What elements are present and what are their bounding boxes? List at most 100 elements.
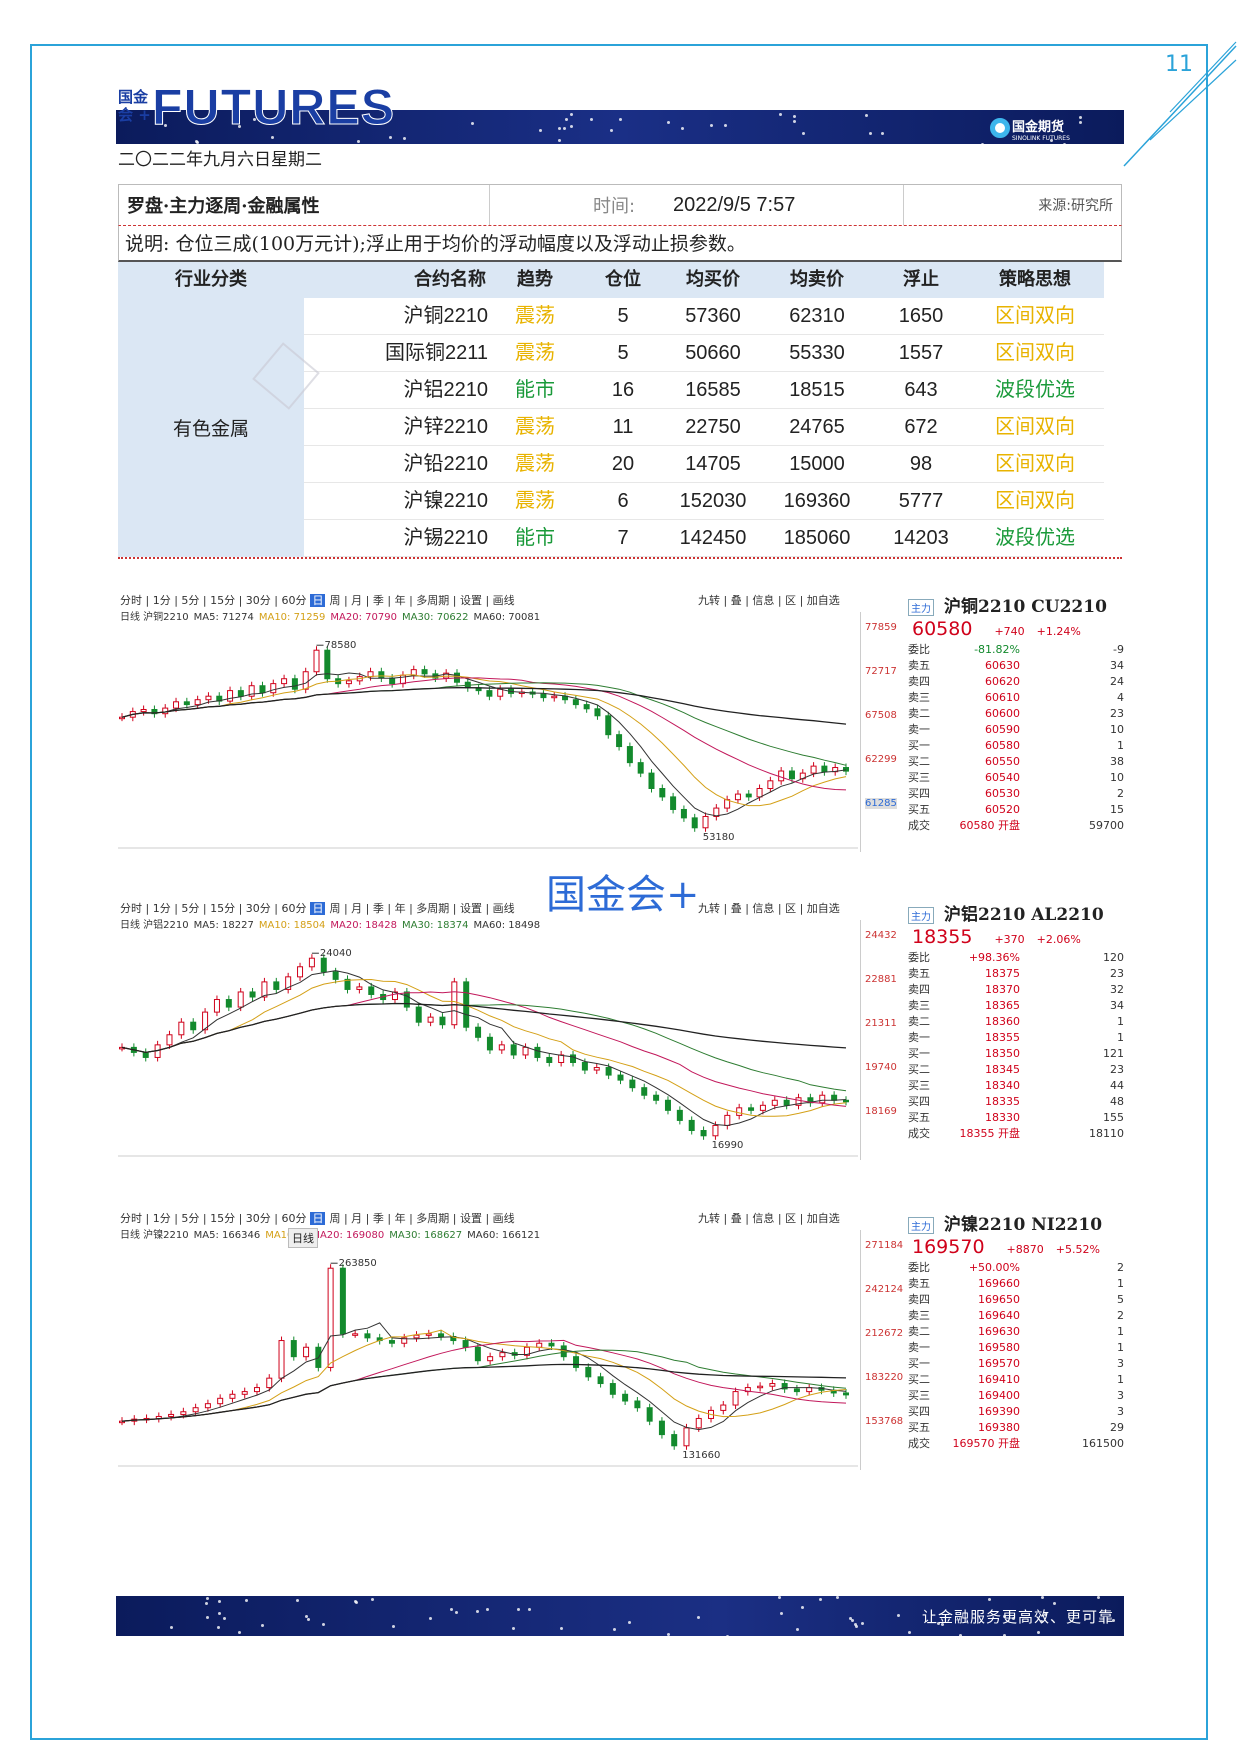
- period-tabs-more[interactable]: 周 | 月 | 季 | 年 | 多周期 | 设置 | 画线: [329, 902, 515, 915]
- table-cell-stop: 14203: [876, 520, 966, 557]
- ma-value-ma30: MA30: 70622: [401, 612, 469, 623]
- ma-value-ma20: MA20: 18428: [330, 920, 397, 931]
- star-decoration: [779, 1612, 783, 1616]
- table-header-cell: 均买价: [668, 262, 758, 298]
- quote-row-label: 卖一: [908, 1031, 930, 1044]
- chart-tools[interactable]: 九转 | 叠 | 信息 | 区 | 加自选: [698, 1212, 840, 1225]
- quote-row-volume: 2: [1117, 1261, 1124, 1274]
- candle: [605, 715, 612, 736]
- star-decoration: [819, 1598, 823, 1602]
- table-cell-buy: 14705: [668, 446, 758, 483]
- quote-row: 买四 60530 2: [908, 786, 1124, 802]
- quote-panel: 主力 沪镍2210 NI2210 169570 +8870 +5.52% 委比 +50.00…: [908, 1210, 1124, 1452]
- star-decoration: [538, 128, 542, 132]
- chart-tools[interactable]: 九转 | 叠 | 信息 | 区 | 加自选: [698, 902, 840, 915]
- last-price: 169570: [912, 1236, 985, 1258]
- candle: [421, 669, 428, 675]
- quote-row-label: 卖三: [908, 1309, 930, 1322]
- y-tick-label: 271184: [865, 1240, 904, 1251]
- star-decoration: [528, 1608, 532, 1612]
- star-decoration: [800, 1606, 804, 1609]
- price-change-pct: +5.52%: [1055, 1243, 1100, 1256]
- chart-tools[interactable]: 九转 | 叠 | 信息 | 区 | 加自选: [698, 594, 840, 607]
- candle: [327, 1267, 334, 1368]
- price-change: +740: [994, 625, 1025, 638]
- quote-row-price: 18375: [985, 967, 1020, 980]
- ma-legend: 日线 沪铝2210 MA5: 18227 MA10: 18504 MA20: 1842…: [120, 916, 540, 931]
- candle: [168, 1413, 175, 1417]
- candle: [688, 1119, 695, 1132]
- table-title-spacer: [489, 185, 583, 225]
- candle: [778, 770, 785, 782]
- period-tabs-more[interactable]: 周 | 月 | 季 | 年 | 多周期 | 设置 | 画线: [329, 1212, 515, 1225]
- quote-row-price: 60580: [985, 739, 1020, 752]
- star-decoration: [869, 131, 873, 135]
- quote-row: 卖二 169630 1: [908, 1324, 1124, 1340]
- candle: [270, 683, 277, 694]
- quote-row-price: 60630: [985, 659, 1020, 672]
- y-tick-label: 62299: [865, 754, 897, 765]
- quote-row: 卖二 60600 23: [908, 706, 1124, 722]
- quote-row-price: 169400: [978, 1389, 1020, 1402]
- logo-small-line1: 国金: [118, 88, 149, 106]
- quote-row-volume: 4: [1117, 691, 1124, 704]
- candle: [497, 688, 504, 697]
- star-decoration: [1040, 1620, 1044, 1624]
- star-decoration: [293, 111, 297, 115]
- table-cell-stop: 5777: [876, 483, 966, 520]
- table-cell-name: 国际铜2211: [304, 335, 492, 372]
- quote-row-volume: 15: [1110, 803, 1124, 816]
- quote-row-volume: 1: [1117, 1277, 1124, 1290]
- period-tabs[interactable]: 分时 | 1分 | 5分 | 15分 | 30分 | 60分: [120, 902, 307, 915]
- table-cell-name: 沪锡2210: [304, 520, 492, 557]
- star-decoration: [1037, 1631, 1041, 1635]
- quote-row-volume: 2: [1117, 787, 1124, 800]
- table-grid: 行业分类 合约名称 趋势 仓位 均买价 均卖价 浮止 策略思想 有色金属 沪铜2210 震荡 5 573…: [118, 262, 1122, 557]
- y-axis: 778597271767508622995709061285: [860, 612, 910, 852]
- candle: [646, 1407, 653, 1422]
- hover-tooltip: 日线: [288, 1228, 318, 1248]
- period-tabs[interactable]: 分时 | 1分 | 5分 | 15分 | 30分 | 60分: [120, 1212, 307, 1225]
- period-tab-day[interactable]: 日: [310, 902, 326, 915]
- table-cell-pos: 20: [578, 446, 668, 483]
- table-cell-pos: 5: [578, 298, 668, 335]
- quote-header: 主力 沪镍2210 NI2210: [908, 1210, 1124, 1236]
- quote-row-label: 卖一: [908, 723, 930, 736]
- period-tabs-more[interactable]: 周 | 月 | 季 | 年 | 多周期 | 设置 | 画线: [329, 594, 515, 607]
- page-frame: [30, 44, 1208, 1740]
- candle: [192, 1407, 199, 1413]
- quote-row: 卖三 169640 2: [908, 1308, 1124, 1324]
- table-cell-pos: 11: [578, 409, 668, 446]
- candle: [605, 1067, 612, 1076]
- quote-row-volume: 24: [1110, 675, 1124, 688]
- candle: [173, 701, 180, 709]
- ma10-line: [121, 978, 847, 1117]
- logo-small-line2: 会 +: [118, 106, 151, 124]
- period-tab-day[interactable]: 日: [310, 594, 326, 607]
- y-axis: 24432 22881 21311 19740 18169: [860, 920, 910, 1160]
- candle: [248, 685, 255, 697]
- star-decoration: [475, 1609, 479, 1613]
- candle: [162, 707, 169, 715]
- star-decoration: [569, 113, 573, 117]
- ma60-line: [121, 1002, 847, 1054]
- quote-row-price: 169650: [978, 1293, 1020, 1306]
- period-tab-day[interactable]: 日: [310, 1212, 326, 1225]
- quote-row-label: 卖五: [908, 1277, 930, 1290]
- high-label: 263850: [339, 1258, 377, 1269]
- candle: [225, 999, 232, 1008]
- table-cell-strategy: 区间双向: [966, 335, 1104, 372]
- table-cell-trend: 震荡: [492, 446, 578, 483]
- quote-row: 买四 18335 48: [908, 1094, 1124, 1110]
- quote-row-price: +50.00%: [968, 1261, 1020, 1274]
- quote-row-price: 169580: [978, 1341, 1020, 1354]
- period-tabs[interactable]: 分时 | 1分 | 5分 | 15分 | 30分 | 60分: [120, 594, 307, 607]
- table-cell-buy: 16585: [668, 372, 758, 409]
- table-cell-strategy: 区间双向: [966, 446, 1104, 483]
- quote-row-volume: 34: [1110, 999, 1124, 1012]
- contract-name: 沪镍2210 NI2210: [944, 1215, 1103, 1235]
- star-decoration: [959, 1634, 963, 1636]
- quote-row-volume: 1: [1117, 1373, 1124, 1386]
- candle: [290, 1340, 297, 1358]
- candle: [583, 704, 590, 710]
